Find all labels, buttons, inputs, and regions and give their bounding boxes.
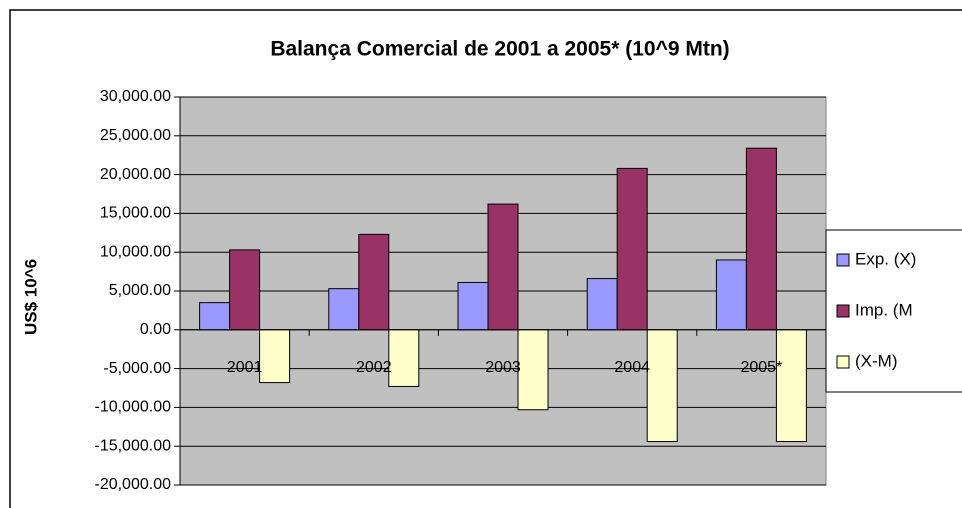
bar — [457, 281, 489, 331]
bar — [586, 278, 618, 331]
y-axis-title: US$ 10^6 — [21, 259, 40, 335]
chart-frame — [9, 9, 962, 508]
legend-label: (X-M) — [855, 351, 897, 370]
bar — [646, 329, 678, 443]
y-tick-label: 15,000.00 — [100, 205, 171, 222]
bar — [358, 233, 390, 331]
x-tick-label: 2002 — [356, 359, 392, 376]
y-tick-label: 10,000.00 — [100, 243, 171, 260]
legend-label: Exp. (X) — [855, 249, 916, 268]
bar — [259, 329, 291, 384]
legend-swatch — [836, 355, 850, 369]
x-tick-label: 2001 — [227, 359, 263, 376]
y-tick-label: -20,000.00 — [94, 476, 171, 493]
x-tick-label: 2004 — [614, 359, 650, 376]
bar — [487, 203, 519, 331]
y-tick-label: 5,000.00 — [109, 282, 171, 299]
legend-swatch — [836, 304, 850, 318]
bar — [388, 329, 420, 387]
legend-swatch — [836, 253, 850, 267]
y-tick-label: 20,000.00 — [100, 166, 171, 183]
bar — [517, 329, 549, 411]
y-tick-label: -10,000.00 — [94, 399, 171, 416]
y-tick-label: 30,000.00 — [100, 88, 171, 105]
y-tick-label: -15,000.00 — [94, 437, 171, 454]
x-tick-label: 2005* — [740, 359, 782, 376]
x-tick-label: 2003 — [485, 359, 521, 376]
bar — [616, 167, 648, 331]
bar — [229, 249, 261, 331]
bar — [715, 259, 747, 331]
bar — [775, 329, 807, 443]
y-tick-label: 0.00 — [140, 321, 171, 338]
legend-label: Imp. (M — [855, 300, 913, 319]
y-tick-label: 25,000.00 — [100, 127, 171, 144]
y-tick-label: -5,000.00 — [103, 360, 171, 377]
bar — [745, 147, 777, 331]
bar — [199, 302, 231, 331]
chart-title: Balança Comercial de 2001 a 2005* (10^9 … — [270, 38, 729, 61]
bar — [328, 288, 360, 331]
